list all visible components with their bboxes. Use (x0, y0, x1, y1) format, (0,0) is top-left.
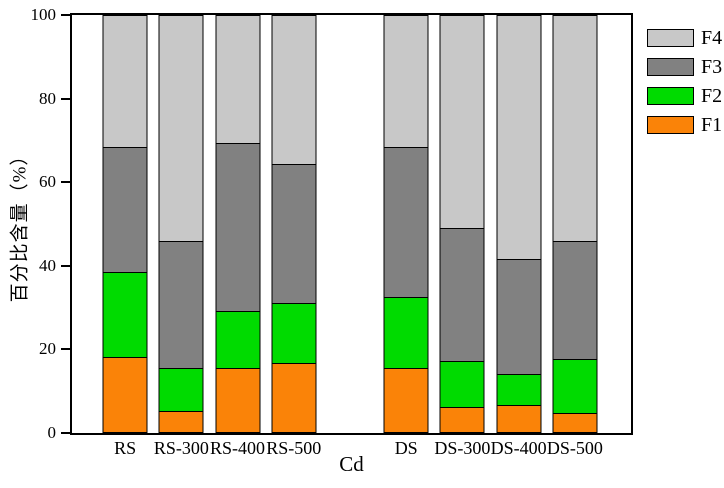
bar-slot-DS-400 (491, 15, 547, 433)
segment-DS-500-F3 (553, 240, 597, 360)
group-gap (322, 15, 378, 433)
legend-label-F3: F3 (701, 56, 723, 78)
y-tick-label-60: 60 (39, 172, 56, 192)
bars-container (72, 15, 631, 433)
y-tick-80 (61, 97, 70, 100)
segment-RS-300-F2 (159, 367, 203, 412)
y-tick-60 (61, 181, 70, 184)
bar-DS (383, 15, 429, 433)
legend-item-F2: F2 (647, 86, 722, 106)
legend: F4 F3 F2 F1 (647, 28, 722, 144)
bar-slot-DS (378, 15, 434, 433)
bar-slot-RS-300 (153, 15, 209, 433)
bar-slot-RS-400 (209, 15, 265, 433)
y-tick-label-80: 80 (39, 88, 56, 108)
legend-item-F1: F1 (647, 115, 722, 135)
y-tick-label-40: 40 (39, 255, 56, 275)
segment-DS-F3 (384, 147, 428, 297)
legend-item-F4: F4 (647, 28, 722, 48)
segment-DS-F4 (384, 16, 428, 148)
segment-RS-300-F3 (159, 240, 203, 368)
segment-RS-F1 (103, 357, 147, 432)
x-tick-label-DS-300: DS-300 (434, 438, 491, 458)
segment-DS-400-F2 (497, 373, 541, 405)
legend-swatch-F4 (647, 29, 694, 47)
x-tick-label-DS-400: DS-400 (490, 438, 547, 458)
x-tick-label-DS-500: DS-500 (546, 438, 603, 458)
segment-DS-500-F4 (553, 16, 597, 241)
x-tick-label-RS-400: RS-400 (210, 438, 266, 458)
bar-RS-400 (215, 15, 261, 433)
y-tick-40 (61, 264, 70, 267)
y-tick-label-20: 20 (39, 339, 56, 359)
bar-RS-500 (271, 15, 317, 433)
segment-DS-500-F2 (553, 359, 597, 414)
segment-DS-400-F3 (497, 259, 541, 374)
bar-slot-DS-500 (547, 15, 603, 433)
segment-DS-400-F4 (497, 16, 541, 260)
segment-RS-F3 (103, 147, 147, 272)
segment-RS-F4 (103, 16, 147, 148)
segment-RS-500-F3 (272, 163, 316, 304)
segment-DS-F2 (384, 296, 428, 368)
legend-label-F1: F1 (701, 114, 723, 136)
segment-DS-F1 (384, 367, 428, 432)
segment-RS-500-F2 (272, 303, 316, 364)
bar-slot-DS-300 (434, 15, 490, 433)
y-tick-label-0: 0 (47, 423, 57, 442)
segment-RS-400-F3 (216, 142, 260, 312)
y-tick-label-100: 100 (30, 5, 57, 24)
segment-DS-300-F3 (440, 228, 484, 362)
segment-DS-500-F1 (553, 413, 597, 432)
bar-DS-400 (496, 15, 542, 433)
x-tick-label-DS: DS (394, 438, 418, 458)
x-axis-tick-labels: RS RS-300 RS-400 RS-500 DS DS-300 DS-400 DS-500 (72, 438, 631, 459)
legend-swatch-F3 (647, 58, 694, 76)
segment-DS-400-F1 (497, 404, 541, 432)
bar-slot-RS (97, 15, 153, 433)
segment-RS-300-F1 (159, 411, 203, 432)
bar-RS-300 (158, 15, 204, 433)
segment-RS-400-F4 (216, 16, 260, 143)
legend-swatch-F1 (647, 116, 694, 134)
y-tick-100 (61, 14, 70, 16)
bar-slot-RS-500 (266, 15, 322, 433)
legend-label-F4: F4 (701, 27, 723, 49)
x-axis-title: Cd (339, 452, 364, 476)
y-tick-0 (61, 432, 70, 434)
bar-RS (102, 15, 148, 433)
segment-RS-500-F1 (272, 363, 316, 432)
x-tick-label-RS: RS (114, 438, 137, 458)
segment-RS-500-F4 (272, 16, 316, 164)
segment-DS-300-F4 (440, 16, 484, 229)
segment-RS-400-F2 (216, 311, 260, 368)
segment-DS-300-F2 (440, 361, 484, 408)
bar-DS-300 (439, 15, 485, 433)
x-tick-label-RS-300: RS-300 (153, 438, 209, 458)
y-tick-20 (61, 348, 70, 351)
legend-item-F3: F3 (647, 57, 722, 77)
segment-DS-300-F1 (440, 407, 484, 432)
legend-swatch-F2 (647, 87, 694, 105)
segment-RS-300-F4 (159, 16, 203, 241)
bar-DS-500 (552, 15, 598, 433)
legend-label-F2: F2 (701, 85, 723, 107)
segment-RS-F2 (103, 271, 147, 358)
y-axis-title: 百分比含量（%） (9, 145, 31, 303)
x-tick-label-RS-500: RS-500 (266, 438, 322, 458)
plot-area: 0 20 40 60 80 100 RS RS-300 RS-400 RS-500 DS DS-30… (31, 5, 633, 458)
segment-RS-400-F1 (216, 367, 260, 432)
